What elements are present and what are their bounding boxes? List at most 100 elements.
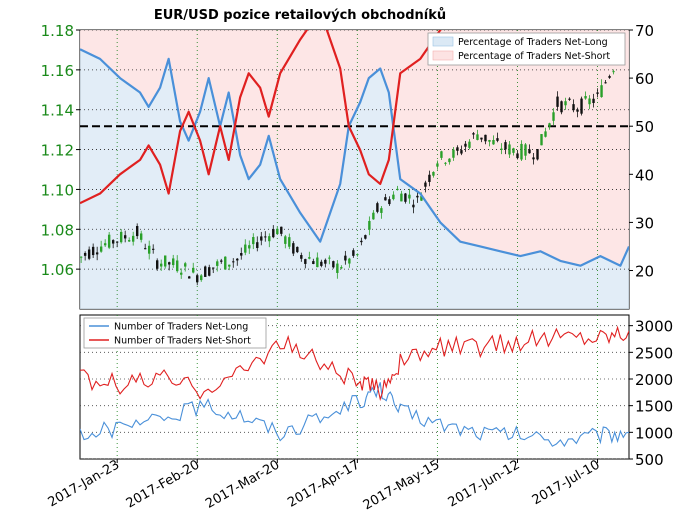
candle-body (204, 266, 207, 277)
candle-body (428, 174, 431, 182)
net-short-count-line (80, 325, 629, 402)
legend-label: Number of Traders Net-Long (114, 322, 248, 333)
candle-body (212, 267, 215, 269)
date-tick-label: 2017-May-15 (361, 457, 443, 513)
candle-body (584, 96, 587, 99)
candle-body (119, 231, 123, 243)
candle-body (592, 98, 595, 104)
candle-body (464, 143, 467, 147)
candle-body (168, 262, 171, 265)
candle-body (268, 236, 271, 242)
date-tick-label: 2017-Mar-20 (203, 457, 282, 511)
candle-body (612, 71, 615, 73)
candle-body (368, 220, 371, 230)
candle-body (500, 148, 503, 150)
candle-body (376, 203, 379, 212)
candle-body (480, 137, 483, 140)
candle-body (220, 260, 223, 262)
candle-body (436, 163, 439, 167)
candle-body (304, 259, 307, 264)
candle-body (348, 258, 351, 264)
candle-body (172, 258, 175, 266)
percent-tick-label: 60 (635, 70, 654, 88)
candle-body (91, 246, 95, 256)
price-tick-label: 1.08 (41, 221, 74, 239)
candle-body (135, 226, 139, 237)
candle-body (548, 123, 551, 127)
candle-body (496, 138, 499, 141)
candle-body (127, 240, 131, 242)
candle-body (536, 149, 539, 160)
candle-body (208, 267, 211, 276)
candle-body (156, 260, 159, 269)
candle-body (188, 276, 191, 279)
candle-body (300, 255, 303, 259)
candle-body (604, 82, 607, 84)
candle-body (176, 260, 179, 272)
date-axis: 2017-Jan-23 2017-Feb-20 2017-Mar-20 2017-Ap… (46, 457, 603, 513)
candle-body (416, 195, 419, 198)
top-legend: Percentage of Traders Net-Long Percentage… (427, 32, 626, 66)
candle-body (528, 149, 531, 154)
candle-body (340, 267, 343, 269)
candle-body (272, 229, 275, 238)
candle-body (143, 248, 147, 250)
candle-body (308, 257, 311, 259)
candle-body (228, 264, 231, 267)
legend-label: Percentage of Traders Net-Short (458, 51, 610, 62)
candle-body (552, 112, 555, 121)
candle-body (328, 257, 331, 259)
candle-body (284, 236, 287, 244)
count-tick-label: 1500 (635, 398, 673, 416)
candle-body (468, 141, 471, 148)
candle-body (444, 162, 447, 164)
candle-body (572, 104, 575, 111)
legend-label: Number of Traders Net-Short (114, 336, 251, 347)
candle-body (508, 144, 511, 155)
candle-body (432, 171, 435, 176)
candle-body (320, 261, 323, 266)
candle-body (152, 248, 155, 250)
candle-body (488, 140, 491, 142)
candle-body (292, 243, 295, 254)
candle-body (296, 246, 299, 253)
candle-body (400, 193, 403, 202)
price-tick-label: 1.14 (41, 102, 74, 120)
candle-body (240, 253, 243, 256)
candle-body (256, 242, 259, 249)
count-tick-label: 3000 (635, 318, 673, 336)
candle-body (420, 196, 423, 201)
candle-body (95, 252, 99, 255)
percent-tick-label: 70 (635, 22, 654, 40)
candle-body (147, 245, 151, 254)
candle-body (107, 234, 111, 248)
candle-body (512, 148, 515, 153)
candle-body (336, 263, 339, 273)
candle-body (324, 259, 327, 264)
chart-title: EUR/USD pozice retailových obchodníků (154, 8, 446, 23)
candle-body (396, 188, 399, 191)
candle-body (87, 249, 91, 259)
price-tick-label: 1.18 (41, 22, 74, 40)
candle-body (608, 76, 611, 78)
candle-body (99, 246, 103, 252)
candle-body (236, 258, 239, 261)
candle-body (360, 240, 363, 243)
candle-body (460, 150, 463, 154)
candle-body (264, 236, 267, 238)
candle-body (556, 96, 559, 107)
candle-body (111, 240, 115, 244)
candle-body (404, 193, 407, 202)
candle-body (356, 254, 359, 256)
net-long-count-line (80, 382, 629, 448)
candle-body (280, 226, 283, 234)
candle-body (596, 92, 599, 94)
candle-body (131, 235, 135, 242)
candle-body (392, 194, 395, 200)
candle-body (576, 109, 579, 112)
legend-box (83, 317, 267, 349)
candle-body (248, 245, 251, 249)
candle-body (520, 143, 523, 160)
candle-body (352, 250, 355, 256)
net-long-percentage-line (80, 48, 629, 267)
